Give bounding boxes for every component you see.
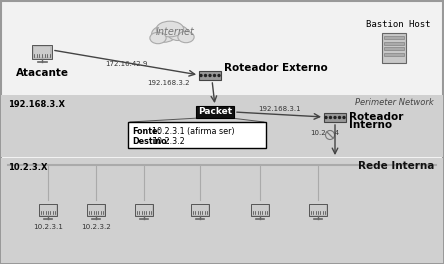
Text: Roteador Externo: Roteador Externo bbox=[224, 63, 328, 73]
Text: 192.168.3.1: 192.168.3.1 bbox=[259, 106, 301, 112]
Bar bbox=[384, 41, 404, 45]
Bar bbox=[384, 47, 404, 50]
Circle shape bbox=[343, 116, 345, 119]
Circle shape bbox=[338, 116, 341, 119]
Text: 10.2.3.1 (afirma ser): 10.2.3.1 (afirma ser) bbox=[152, 127, 234, 136]
Bar bbox=[196, 106, 234, 118]
Text: Atacante: Atacante bbox=[16, 68, 68, 78]
Text: Roteador: Roteador bbox=[349, 112, 404, 122]
Text: 10.2.3.1: 10.2.3.1 bbox=[33, 224, 63, 230]
Bar bbox=[40, 205, 56, 215]
Bar bbox=[252, 205, 268, 215]
Text: 10.2.3.2: 10.2.3.2 bbox=[152, 137, 185, 146]
Bar bbox=[382, 33, 406, 63]
Bar bbox=[32, 45, 52, 59]
Circle shape bbox=[200, 74, 202, 77]
Ellipse shape bbox=[156, 21, 184, 37]
Text: 192.168.3.2: 192.168.3.2 bbox=[147, 80, 190, 86]
Bar bbox=[88, 205, 104, 215]
Text: Interno: Interno bbox=[349, 120, 392, 130]
Bar bbox=[310, 205, 326, 215]
Bar bbox=[39, 204, 57, 216]
Circle shape bbox=[218, 74, 220, 77]
Text: Rede Interna: Rede Interna bbox=[357, 161, 434, 171]
Text: Fonte:: Fonte: bbox=[132, 127, 161, 136]
Text: 172.16.42.9: 172.16.42.9 bbox=[105, 61, 147, 67]
Circle shape bbox=[214, 74, 215, 77]
Text: Packet: Packet bbox=[198, 107, 232, 116]
Bar bbox=[128, 122, 266, 148]
Circle shape bbox=[209, 74, 211, 77]
Circle shape bbox=[329, 116, 332, 119]
Ellipse shape bbox=[152, 26, 176, 42]
Bar bbox=[324, 112, 346, 121]
Bar bbox=[136, 205, 152, 215]
Bar bbox=[309, 204, 327, 216]
Circle shape bbox=[325, 130, 334, 139]
Text: 10.2.3.4: 10.2.3.4 bbox=[310, 130, 339, 136]
Text: Destino:: Destino: bbox=[132, 137, 170, 146]
Text: Perimeter Network: Perimeter Network bbox=[355, 98, 434, 107]
Circle shape bbox=[325, 116, 327, 119]
Bar bbox=[1, 158, 443, 263]
Bar bbox=[190, 204, 210, 216]
Ellipse shape bbox=[178, 31, 194, 43]
Ellipse shape bbox=[167, 26, 188, 40]
Text: Bastion Host: Bastion Host bbox=[366, 20, 430, 29]
Bar bbox=[34, 47, 51, 57]
Text: Internet: Internet bbox=[155, 27, 194, 37]
Text: 192.168.3.X: 192.168.3.X bbox=[8, 100, 65, 109]
Bar bbox=[1, 95, 443, 157]
Text: 10.2.3.X: 10.2.3.X bbox=[8, 163, 48, 172]
Bar bbox=[384, 53, 404, 55]
Bar bbox=[384, 36, 404, 39]
Bar bbox=[192, 205, 208, 215]
Text: 10.2.3.2: 10.2.3.2 bbox=[81, 224, 111, 230]
Circle shape bbox=[334, 116, 336, 119]
Circle shape bbox=[205, 74, 206, 77]
Bar bbox=[199, 70, 221, 79]
Bar bbox=[135, 204, 153, 216]
Bar bbox=[251, 204, 270, 216]
Bar bbox=[87, 204, 105, 216]
Ellipse shape bbox=[150, 32, 166, 44]
